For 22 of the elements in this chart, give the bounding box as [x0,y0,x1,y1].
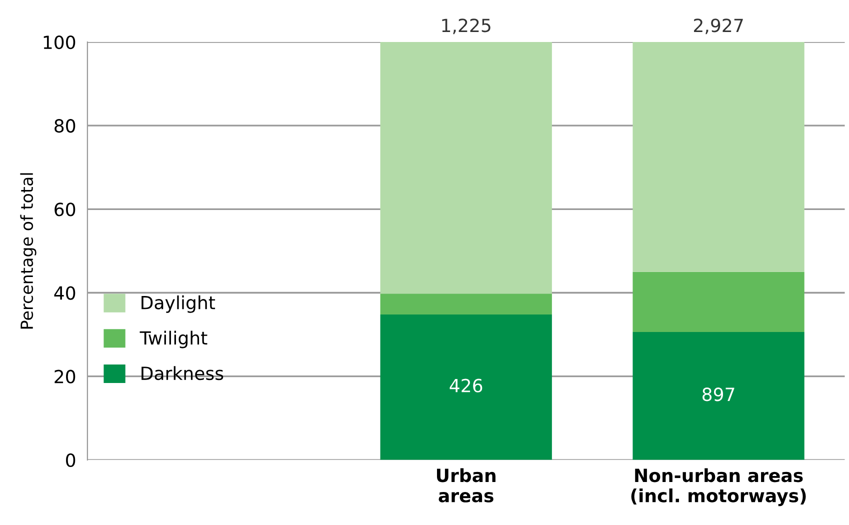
y-tick-label: 100 [44,35,76,50]
legend-label: Darkness [142,366,224,380]
annotation: 897 [702,388,734,402]
x-tick-label: Urban areas [436,468,496,502]
y-tick-label: 40 [54,286,76,300]
annotation: 1,225 [442,18,490,34]
bar [632,332,804,460]
bar [380,42,552,294]
annotation: 426 [450,378,482,392]
bar [632,272,804,332]
y-axis-title: Percentage of total [20,173,36,329]
legend-label: Twilight [140,330,208,348]
annotation: 2,927 [694,18,743,34]
bar [380,294,552,314]
legend-label: Daylight [142,295,216,313]
y-tick-label: 80 [54,119,76,133]
y-tick-label: 60 [54,202,76,216]
x-tick-label: Non-urban areas (incl. motorways) [631,468,806,506]
bar [632,42,804,272]
bar [380,314,552,460]
y-tick-label: 0 [66,453,76,468]
y-tick-label: 20 [54,370,76,384]
